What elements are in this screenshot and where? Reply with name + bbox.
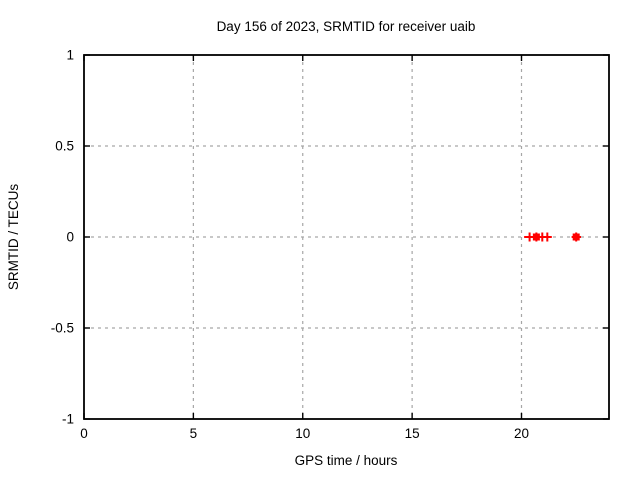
x-axis-label: GPS time / hours (295, 453, 398, 468)
data-layer (524, 232, 581, 242)
x-tick-label: 0 (80, 426, 88, 441)
y-tick-label: -0.5 (51, 321, 74, 336)
x-tick-label: 10 (295, 426, 310, 441)
y-tick-label: -1 (62, 412, 74, 427)
x-tick-label: 15 (405, 426, 420, 441)
y-tick-label: 1 (66, 48, 74, 63)
tick-layer (83, 54, 609, 420)
y-tick-label: 0 (66, 230, 74, 245)
y-axis-label: SRMTID / TECUs (6, 184, 21, 291)
x-tick-label: 20 (514, 426, 529, 441)
grid-layer (84, 55, 609, 419)
y-tick-label: 0.5 (55, 139, 74, 154)
data-point-square (572, 233, 580, 241)
x-tick-label: 5 (190, 426, 198, 441)
tick-label-layer: 0 5 10 15 20 -1 -0.5 0 0.5 1 (51, 48, 529, 442)
data-point-plus (542, 232, 552, 242)
data-point-square (532, 233, 540, 241)
chart-title: Day 156 of 2023, SRMTID for receiver uai… (217, 19, 476, 34)
